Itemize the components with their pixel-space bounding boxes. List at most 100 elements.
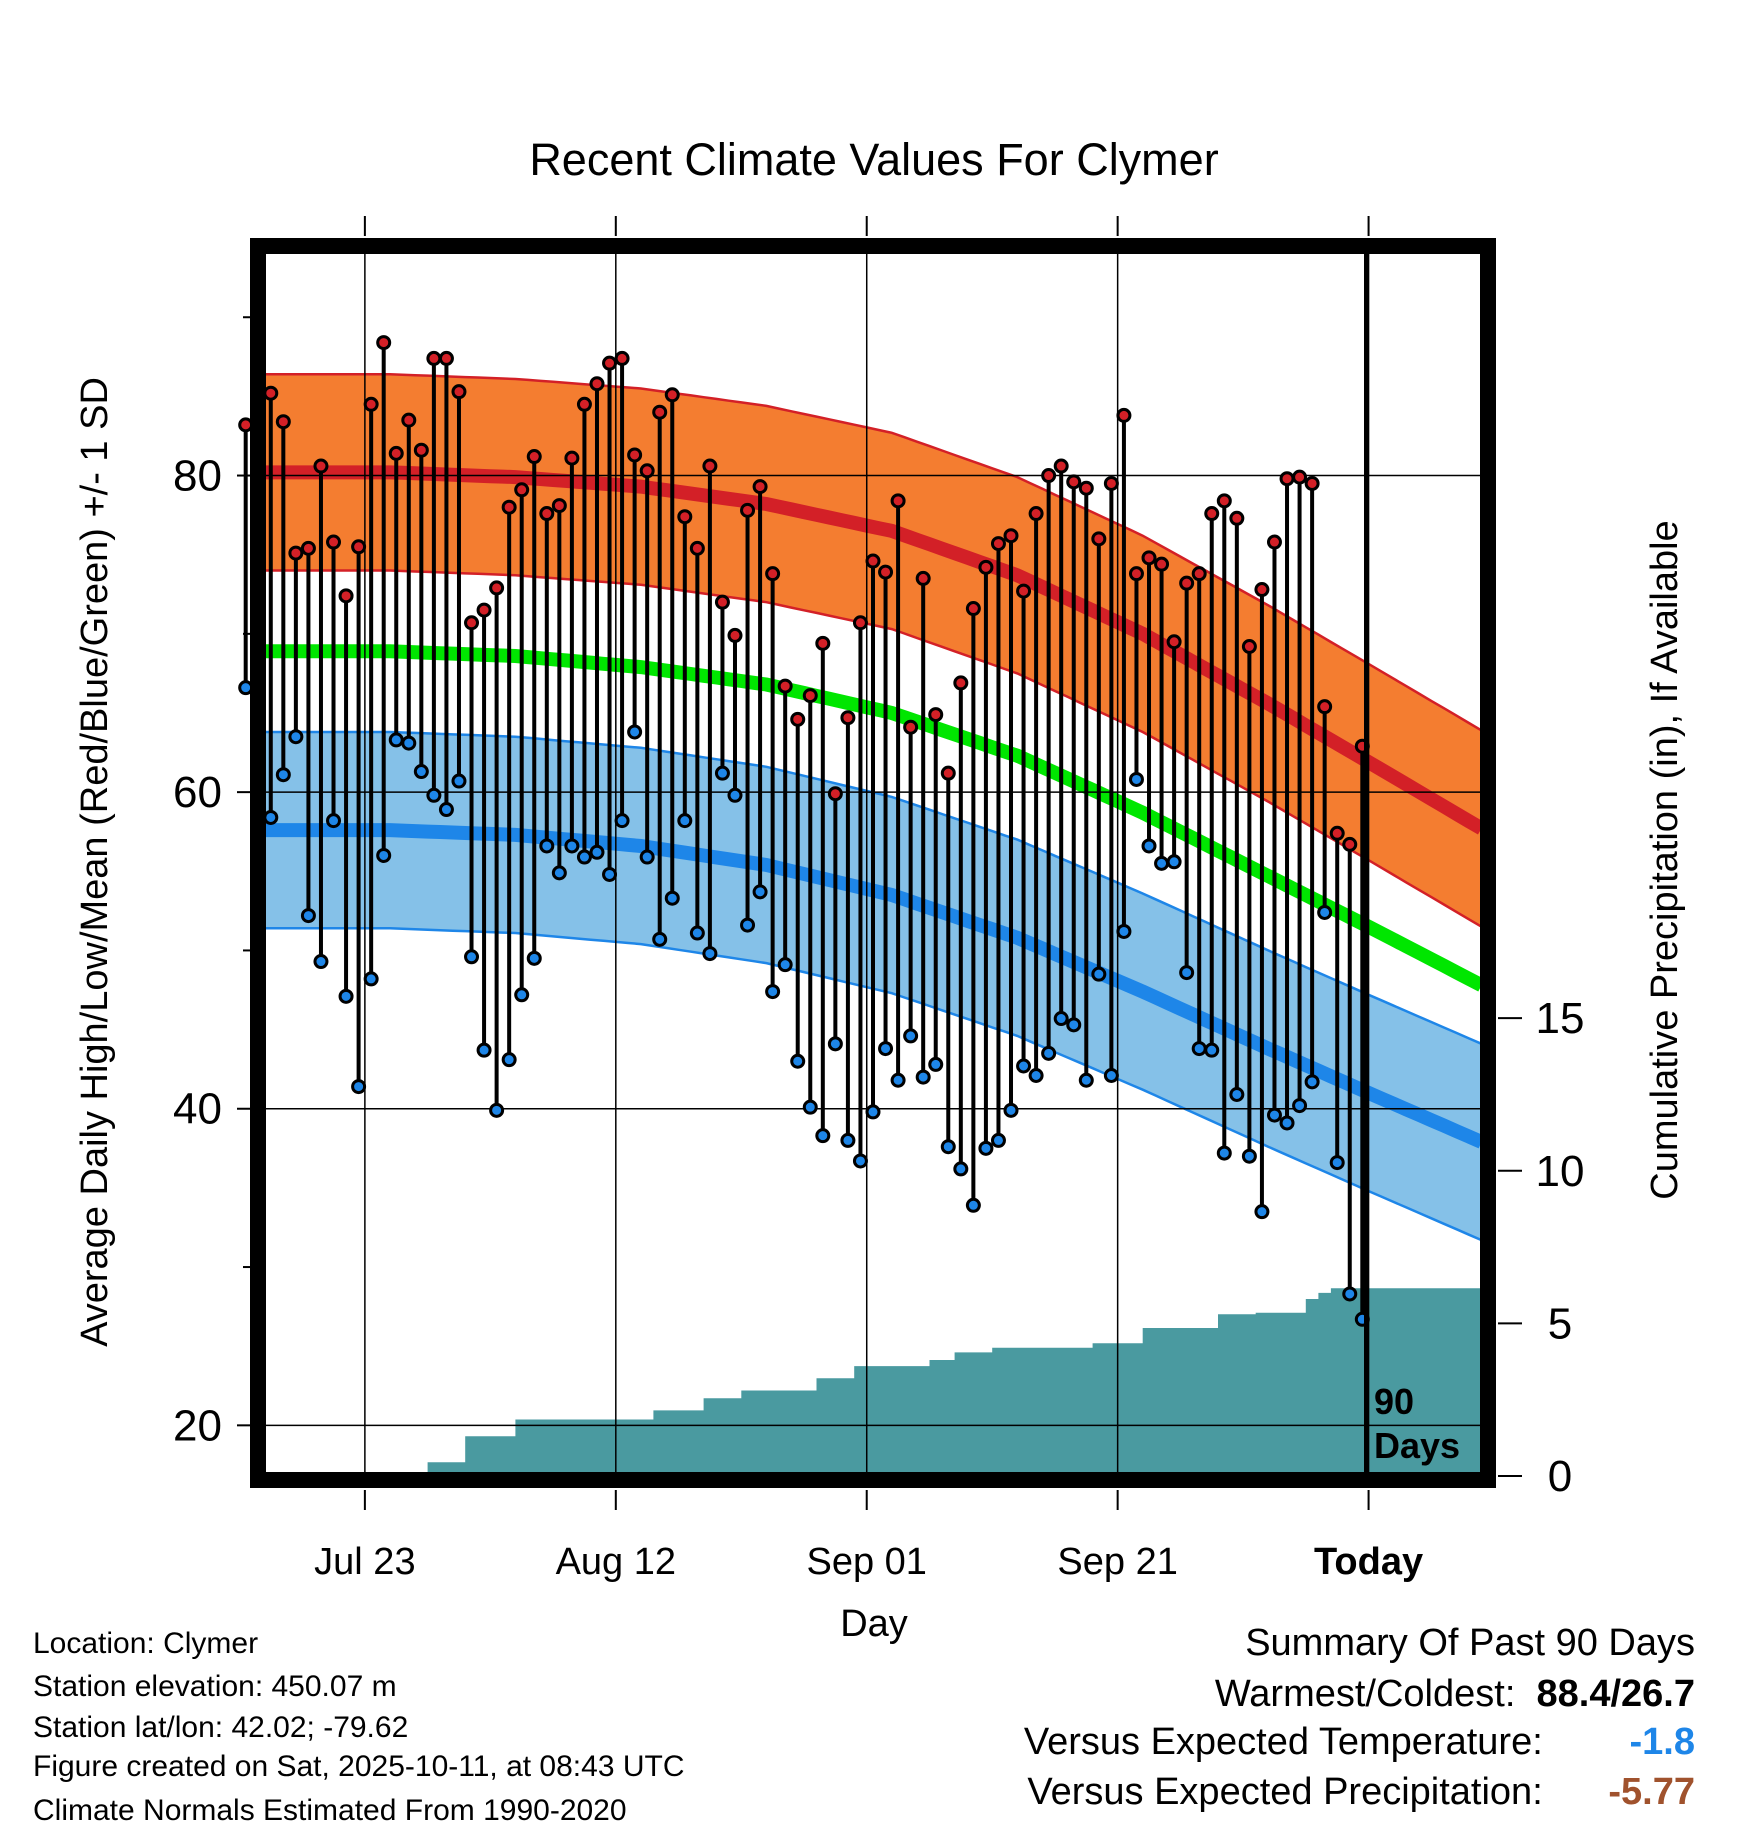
y2-tick-label: 10 (1536, 1147, 1585, 1196)
daily-high-point (1204, 506, 1220, 522)
daily-low-point (1003, 1102, 1019, 1118)
daily-low-point (376, 847, 392, 863)
daily-low-point (551, 865, 567, 881)
daily-low-point (790, 1053, 806, 1069)
daily-low-point (1317, 904, 1333, 920)
daily-high-point (438, 350, 454, 366)
daily-high-point (1128, 566, 1144, 582)
daily-low-point (953, 1161, 969, 1177)
daily-low-point (865, 1104, 881, 1120)
daily-high-point (1016, 583, 1032, 599)
daily-low-point (539, 838, 555, 854)
daily-high-point (326, 534, 342, 550)
daily-low-point (740, 917, 756, 933)
daily-low-point (1116, 923, 1132, 939)
daily-low-point (1041, 1045, 1057, 1061)
daily-high-point (714, 594, 730, 610)
daily-low-point (1266, 1107, 1282, 1123)
daily-high-point (1003, 528, 1019, 544)
daily-high-point (965, 601, 981, 617)
x-tick-label: Today (1314, 1541, 1423, 1583)
x-tick-label: Sep 01 (807, 1541, 927, 1583)
daily-low-point (401, 735, 417, 751)
daily-low-point (363, 971, 379, 987)
daily-low-point (1066, 1017, 1082, 1033)
daily-low-point (627, 724, 643, 740)
temp-label: Versus Expected Temperature: (1023, 1721, 1543, 1763)
daily-high-point (1216, 493, 1232, 509)
daily-low-point (476, 1042, 492, 1058)
daily-high-point (451, 384, 467, 400)
daily-low-point (1078, 1072, 1094, 1088)
daily-low-point (275, 767, 291, 783)
daily-low-point (238, 680, 254, 696)
daily-high-point (351, 539, 367, 555)
daily-high-point (928, 707, 944, 723)
daily-high-point (1292, 469, 1308, 485)
daily-low-point (1204, 1042, 1220, 1058)
daily-high-point (551, 498, 567, 514)
daily-low-point (928, 1056, 944, 1072)
daily-high-point (677, 509, 693, 525)
daily-low-point (288, 729, 304, 745)
y2-tick-label: 5 (1548, 1299, 1572, 1348)
daily-low-point (878, 1041, 894, 1057)
daily-high-point (602, 355, 618, 371)
daily-low-point (1241, 1148, 1257, 1164)
daily-high-point (953, 675, 969, 691)
daily-low-point (1329, 1155, 1345, 1171)
gridlines (262, 246, 1484, 1476)
daily-low-point (815, 1128, 831, 1144)
y-tick-label: 20 (173, 1401, 222, 1450)
daily-high-point (827, 786, 843, 802)
high-band-upper-edge (264, 372, 1483, 732)
figure-created: Figure created on Sat, 2025-10-11, at 08… (33, 1750, 685, 1783)
daily-low-point (689, 925, 705, 941)
daily-low-point (451, 773, 467, 789)
daily-low-point (1342, 1286, 1358, 1302)
daily-high-point (727, 627, 743, 643)
daily-low-point (677, 813, 693, 829)
daily-high-point (338, 588, 354, 604)
daily-high-point (426, 350, 442, 366)
normals-note: Climate Normals Estimated From 1990-2020 (33, 1794, 627, 1827)
daily-high-point (576, 396, 592, 412)
daily-high-point (1116, 407, 1132, 423)
daily-high-point (765, 566, 781, 582)
daily-low-point (1053, 1011, 1069, 1027)
daily-low-point (752, 884, 768, 900)
daily-high-point (865, 553, 881, 569)
daily-high-point (1154, 556, 1170, 572)
daily-low-point (1279, 1115, 1295, 1131)
daily-low-point (1091, 966, 1107, 982)
daily-high-point (652, 404, 668, 420)
daily-low-point (1292, 1098, 1308, 1114)
y-tick-label: 80 (173, 452, 222, 501)
daily-high-point (1304, 475, 1320, 491)
daily-low-point (714, 765, 730, 781)
daily-low-point (326, 813, 342, 829)
summary-title: Summary Of Past 90 Days (1245, 1622, 1695, 1664)
daily-high-point (639, 463, 655, 479)
daily-high-point (363, 396, 379, 412)
y2-tick-label: 0 (1548, 1452, 1572, 1501)
daily-high-point (589, 376, 605, 392)
daily-high-point (476, 602, 492, 618)
daily-low-point (388, 732, 404, 748)
daily-low-point (1128, 771, 1144, 787)
daily-high-point (1141, 550, 1157, 566)
daily-high-point (501, 499, 517, 515)
daily-low-point (652, 931, 668, 947)
daily-low-point (1229, 1086, 1245, 1102)
warm-cold-label: Warmest/Coldest: (1214, 1673, 1516, 1715)
daily-low-point (602, 866, 618, 882)
daily-high-point (1229, 510, 1245, 526)
warm-cold-value: 88.4/26.7 (1536, 1673, 1695, 1715)
daily-high-point (376, 335, 392, 351)
daily-high-point (840, 710, 856, 726)
daily-low-point (589, 844, 605, 860)
daily-high-point (903, 719, 919, 735)
daily-high-point (990, 536, 1006, 552)
daily-high-point (1028, 506, 1044, 522)
